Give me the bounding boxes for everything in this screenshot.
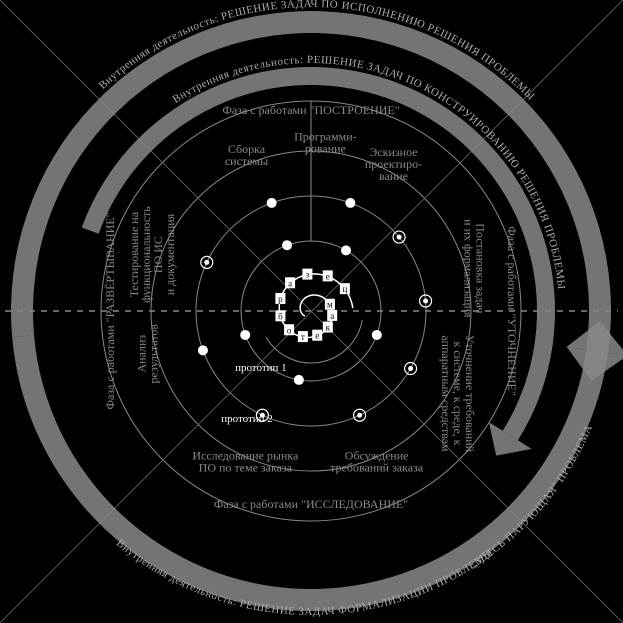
node-1 [345,198,355,208]
phase-top: Фаза с работами "ПОСТРОЕНИЕ" [222,103,399,117]
spiral-letter-8: а [288,278,292,288]
node-13 [240,330,250,340]
spiral-letter-1: а [330,311,334,321]
node-2-core [397,235,402,240]
spiral-letter-7: р [278,294,283,304]
node-10 [341,245,351,255]
spiral-letter-5: о [287,325,292,335]
s9: Тестирование нафункциональностьПО ИСи до… [127,206,177,303]
phase-bottom: Фаза с работами "ИССЛЕДОВАНИЕ" [214,497,408,511]
node-5-core [357,413,362,418]
spiral-letter-9: з [306,270,310,280]
s5-text: Уточнение требованийк системе, к среде, … [439,335,477,453]
spiral-letter-11: ц [342,284,347,294]
node-9 [282,240,292,250]
s7: Исследование рынкаПО по теме заказа [192,449,299,475]
s1-text: Сборкасистемы [225,142,268,168]
s9-text: Тестирование нафункциональностьПО ИСи до… [127,206,177,303]
spiral-letter-2: к [326,323,331,333]
phase-right: Фаза с работами "УТОЧНЕНИЕ" [505,226,519,396]
node-0 [267,198,277,208]
node-12 [294,375,304,385]
spiral-letter-3: е [315,331,319,341]
s5: Уточнение требованийк системе, к среде, … [439,335,477,453]
p1: прототип 1 [235,362,287,374]
spiral-letter-0: м [327,300,333,310]
s4: Постановка задачи их формализация [461,219,487,318]
spiral-diagram: Внутренняя деятельность: РЕШЕНИЕ ЗАДАЧ П… [0,0,623,623]
s4-text: Постановка задачи их формализация [461,219,487,318]
s1: Сборкасистемы [225,142,268,168]
node-7 [198,345,208,355]
phase-left: Фаза с работами "РАЗВЁРТЫВАНИЕ" [103,212,117,409]
spiral-letter-4: т [301,332,305,342]
spiral-letter-10: е [326,271,330,281]
s7-text: Исследование рынкаПО по теме заказа [192,449,299,475]
p2: прототип 2 [221,413,273,425]
node-4-core [408,366,413,371]
node-11 [372,330,382,340]
node-8-core [204,260,209,265]
spiral-letter-6: б [278,311,283,321]
node-3-core [423,298,428,303]
